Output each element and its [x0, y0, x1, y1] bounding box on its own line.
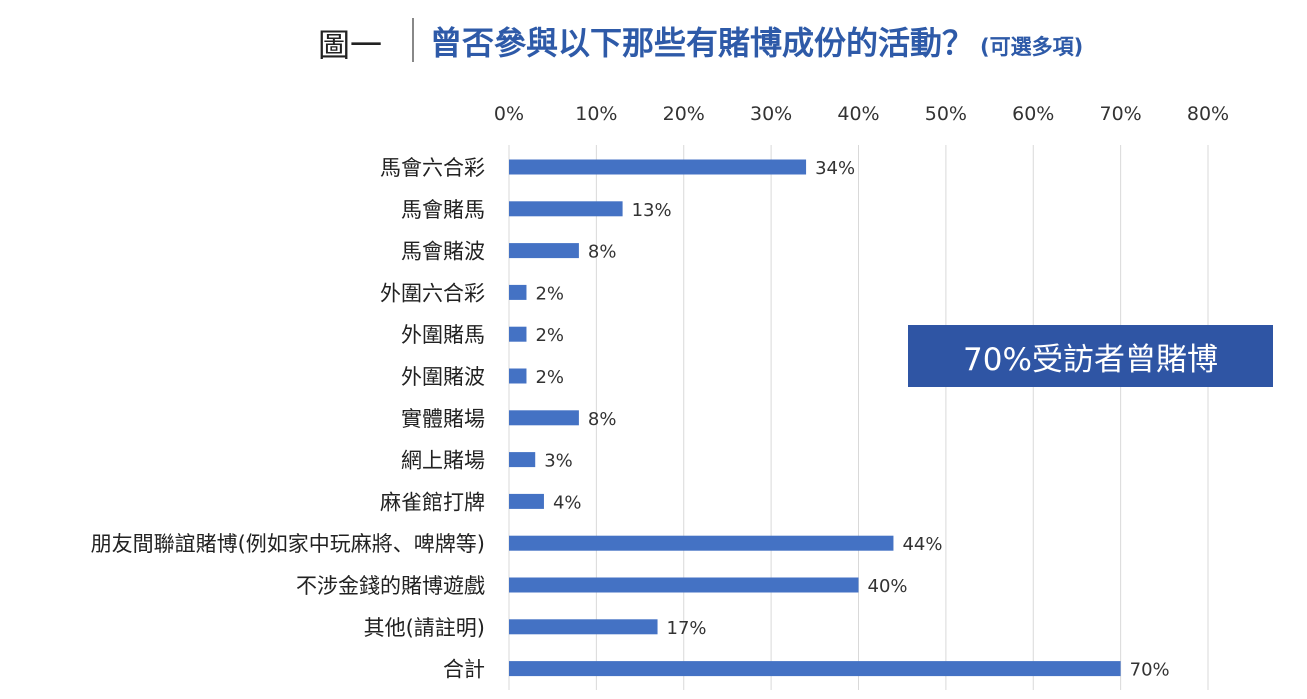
bar	[509, 452, 536, 468]
category-label: 其他(請註明)	[364, 616, 485, 640]
chart-title: 曾否參與以下那些有賭博成份的活動？ (可選多項)	[430, 18, 1083, 64]
category-label: 外圍賭馬	[401, 323, 485, 347]
value-label: 2%	[535, 283, 564, 304]
category-label: 實體賭場	[401, 407, 485, 431]
value-label: 8%	[588, 409, 617, 430]
chart-title-text: 曾否參與以下那些有賭博成份的活動？	[430, 24, 975, 62]
value-label: 70%	[1130, 660, 1170, 681]
category-label: 馬會六合彩	[380, 156, 485, 180]
x-tick-label: 80%	[1187, 103, 1229, 125]
category-label: 合計	[443, 658, 485, 682]
x-tick-label: 20%	[663, 103, 705, 125]
category-label: 網上賭場	[401, 449, 485, 473]
x-tick-label: 30%	[750, 103, 792, 125]
value-labels: 34% 13% 8% 2% 2% 2% 8% 3% 4% 44% 40% 17% 70%	[535, 158, 1169, 681]
category-label: 朋友間聯誼賭博(例如家中玩麻將、啤牌等)	[91, 532, 485, 556]
bar	[509, 661, 1121, 677]
category-label: 外圍六合彩	[380, 281, 485, 305]
x-tick-label: 70%	[1100, 103, 1142, 125]
bar	[509, 243, 579, 259]
x-tick-label: 50%	[925, 103, 967, 125]
bar	[509, 201, 623, 217]
value-label: 40%	[868, 576, 908, 597]
category-label: 外圍賭波	[401, 365, 485, 389]
category-label: 馬會賭馬	[401, 198, 485, 222]
bar	[509, 619, 658, 635]
bar	[509, 368, 527, 384]
bar	[509, 326, 527, 342]
x-axis-ticks: 0% 10% 20% 30% 40% 50% 60% 70% 80%	[494, 103, 1229, 125]
value-label: 2%	[535, 367, 564, 388]
value-label: 3%	[544, 451, 573, 472]
bar	[509, 493, 544, 509]
figure-label: 圖一	[318, 26, 383, 64]
value-label: 17%	[667, 618, 707, 639]
x-tick-label: 10%	[575, 103, 617, 125]
value-label: 4%	[553, 492, 582, 513]
value-label: 13%	[632, 200, 672, 221]
value-label: 2%	[535, 325, 564, 346]
callout-box: 70%受訪者曾賭博	[908, 325, 1273, 387]
bar	[509, 410, 579, 426]
bar	[509, 284, 527, 300]
bar	[509, 159, 807, 175]
category-label: 馬會賭波	[401, 240, 485, 264]
x-tick-label: 60%	[1012, 103, 1054, 125]
value-label: 44%	[902, 534, 942, 555]
bars	[509, 159, 1121, 677]
bar	[509, 535, 894, 551]
x-tick-label: 0%	[494, 103, 524, 125]
category-labels: 馬會六合彩馬會賭馬馬會賭波外圍六合彩外圍賭馬外圍賭波實體賭場網上賭場麻雀館打牌朋…	[91, 156, 485, 682]
value-label: 34%	[815, 158, 855, 179]
title-note: (可選多項)	[980, 35, 1084, 59]
category-label: 不涉金錢的賭博遊戲	[296, 574, 485, 598]
gridlines	[508, 145, 1209, 690]
bar	[509, 577, 859, 593]
category-label: 麻雀館打牌	[380, 490, 485, 514]
title-divider	[412, 18, 414, 62]
title-row: 圖一 曾否參與以下那些有賭博成份的活動？ (可選多項)	[0, 12, 1307, 76]
x-tick-label: 40%	[837, 103, 879, 125]
value-label: 8%	[588, 242, 617, 263]
